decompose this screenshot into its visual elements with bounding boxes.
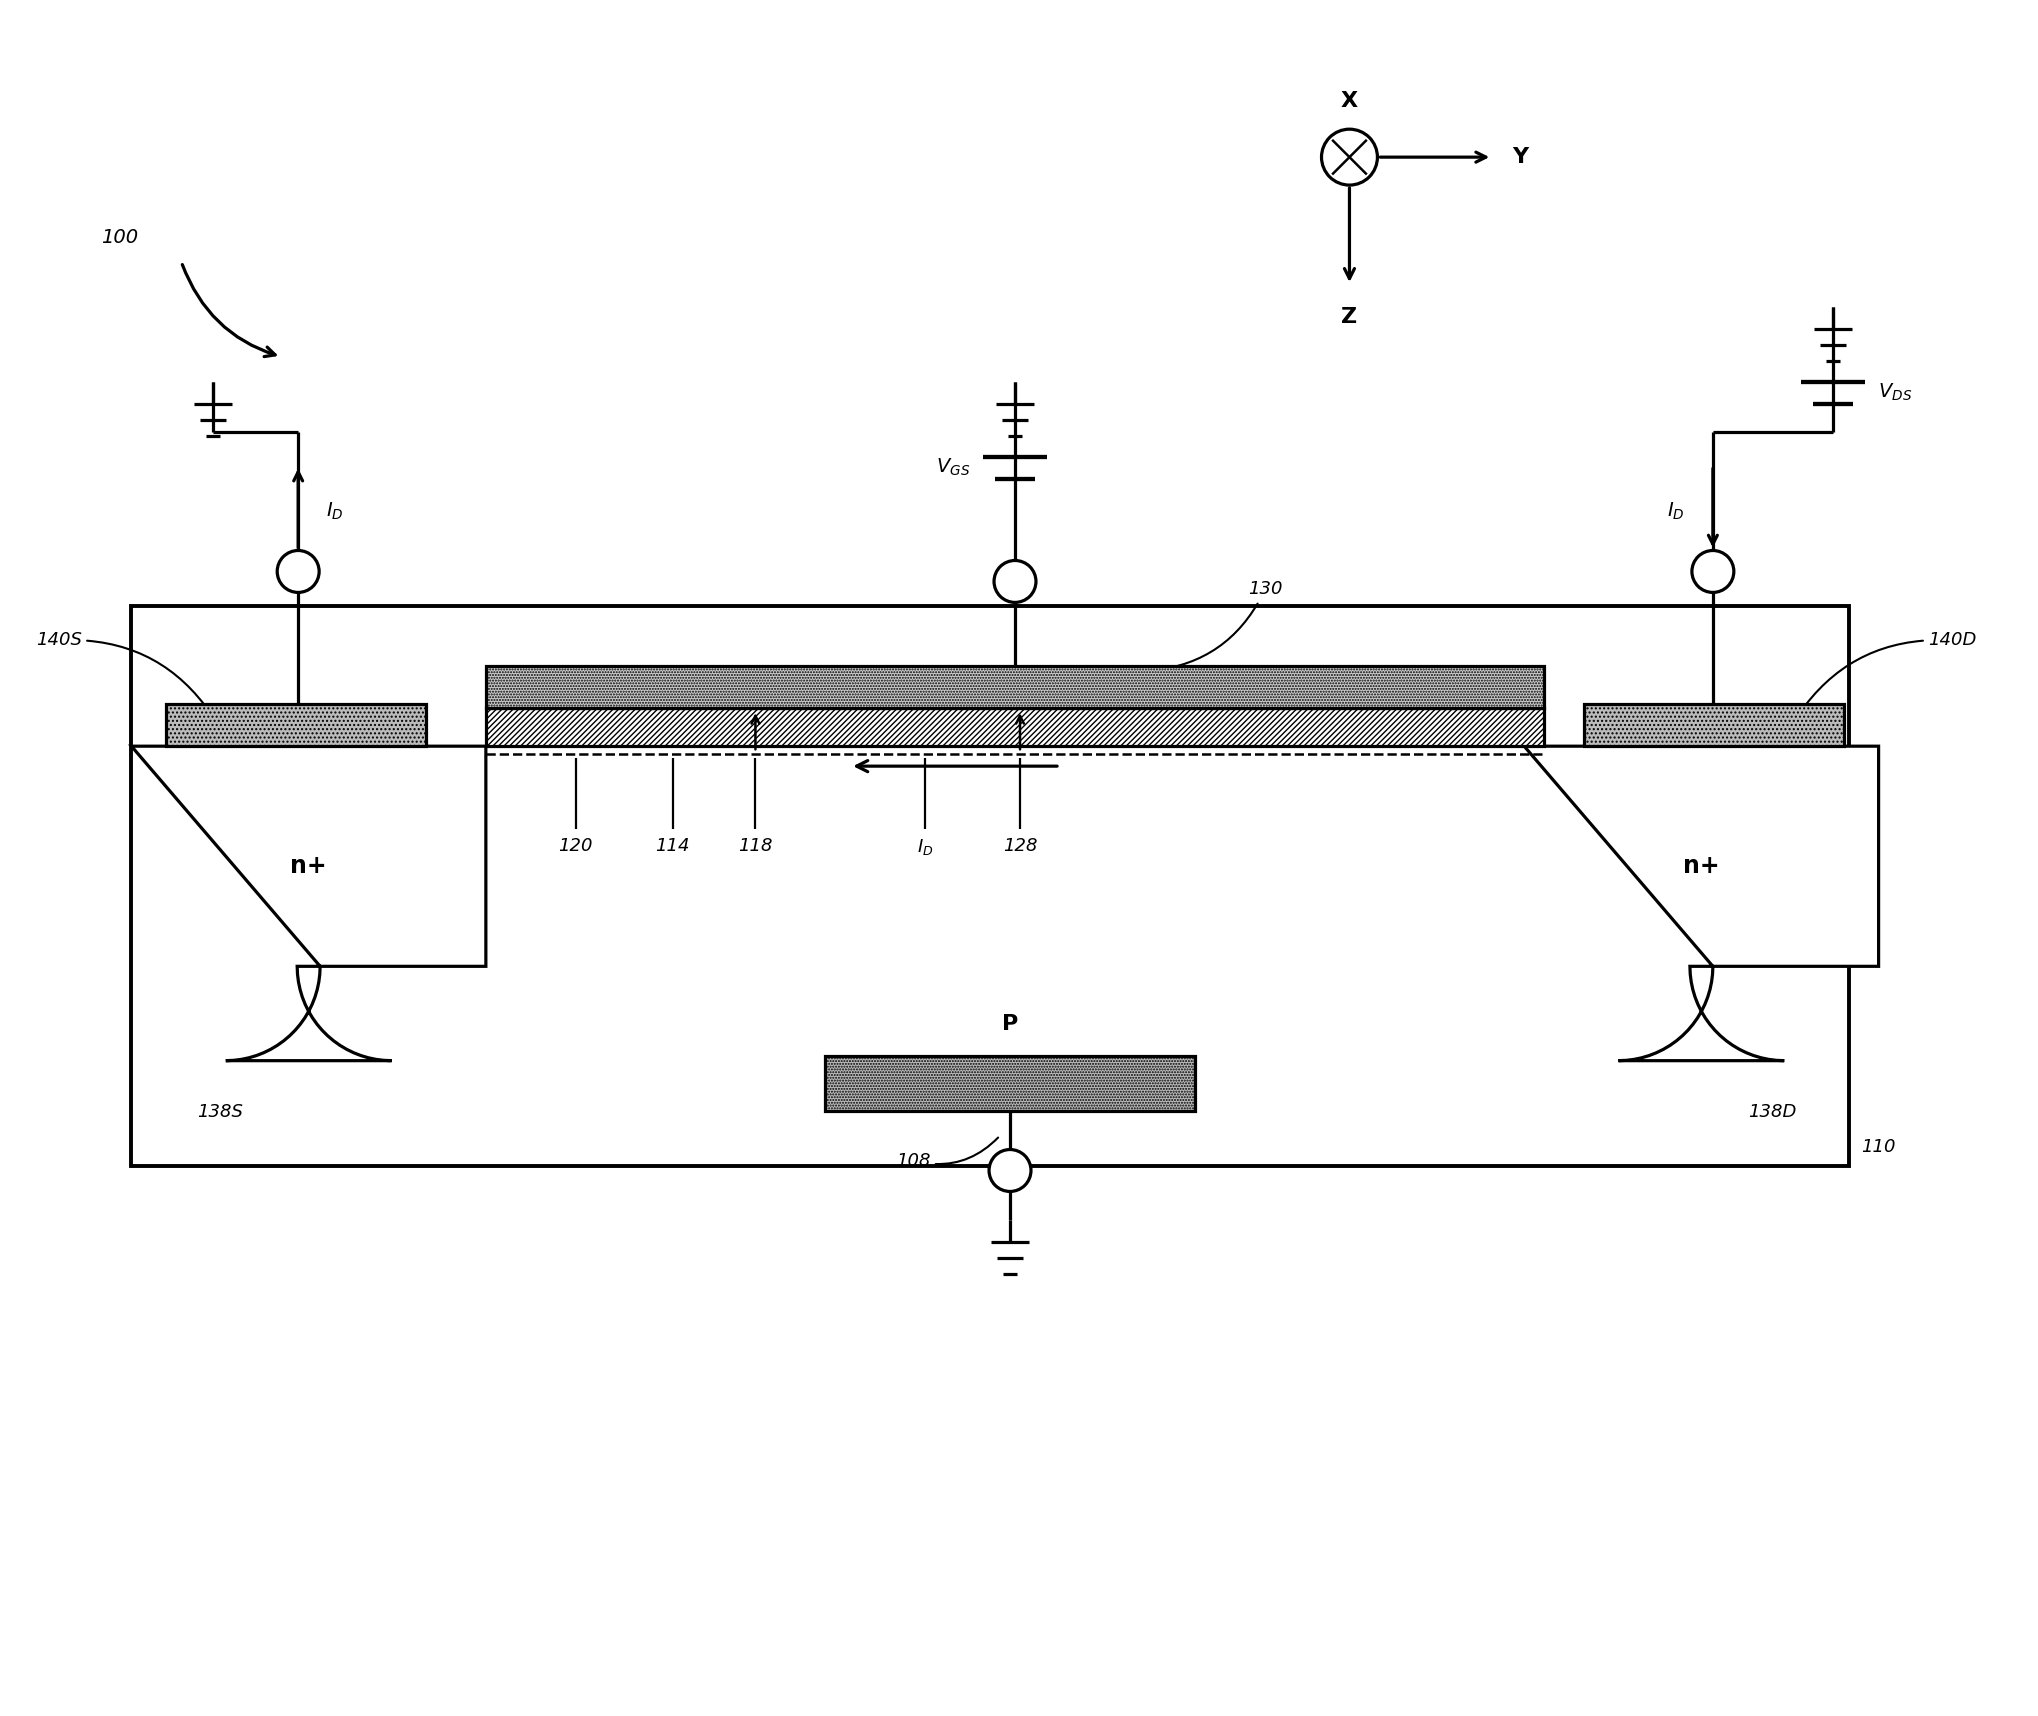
Text: V$_{GS}$: V$_{GS}$ bbox=[935, 456, 970, 479]
Bar bbox=[485, 709, 1545, 746]
Circle shape bbox=[1321, 129, 1378, 185]
Text: 120: 120 bbox=[558, 837, 593, 855]
Polygon shape bbox=[1524, 746, 1879, 1060]
Text: 140D: 140D bbox=[1793, 631, 1977, 722]
Text: 114: 114 bbox=[656, 837, 689, 855]
Text: V$_{DS}$: V$_{DS}$ bbox=[1877, 383, 1912, 403]
Bar bbox=[130, 606, 1848, 1165]
Text: X: X bbox=[1341, 91, 1357, 112]
Bar bbox=[1584, 704, 1844, 746]
Polygon shape bbox=[130, 746, 485, 1060]
Text: 100: 100 bbox=[102, 228, 139, 247]
Text: 138S: 138S bbox=[198, 1103, 243, 1121]
Circle shape bbox=[277, 551, 320, 592]
Bar bbox=[825, 1055, 1194, 1110]
Text: 140S: 140S bbox=[35, 631, 216, 722]
Text: n+: n+ bbox=[1683, 853, 1720, 877]
Text: 128: 128 bbox=[1003, 837, 1037, 855]
Text: P: P bbox=[1003, 1014, 1019, 1033]
Circle shape bbox=[995, 561, 1035, 602]
Bar bbox=[167, 704, 426, 746]
Text: I$_D$: I$_D$ bbox=[326, 501, 344, 522]
Text: 110: 110 bbox=[1861, 1138, 1895, 1155]
Text: Y: Y bbox=[1512, 148, 1528, 166]
Text: n+: n+ bbox=[289, 853, 326, 877]
Text: 138D: 138D bbox=[1749, 1103, 1795, 1121]
Text: I$_D$: I$_D$ bbox=[917, 837, 933, 856]
Text: 118: 118 bbox=[738, 837, 772, 855]
Text: 108: 108 bbox=[895, 1138, 999, 1170]
Circle shape bbox=[1692, 551, 1734, 592]
Text: Z: Z bbox=[1341, 307, 1357, 326]
Text: I$_D$: I$_D$ bbox=[1667, 501, 1685, 522]
Circle shape bbox=[988, 1150, 1031, 1191]
Text: 130: 130 bbox=[1145, 580, 1282, 671]
Bar bbox=[485, 666, 1545, 709]
